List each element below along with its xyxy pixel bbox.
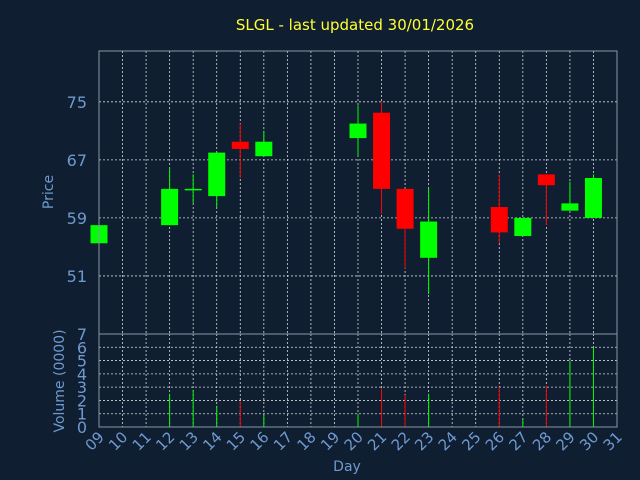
candle-body — [373, 112, 391, 189]
candle-body — [349, 123, 367, 139]
chart-title: SLGL - last updated 30/01/2026 — [236, 16, 474, 34]
x-axis-label: Day — [333, 459, 361, 475]
x-tick-label: 15 — [223, 428, 249, 454]
x-tick-label: 22 — [388, 428, 414, 454]
candle-body — [396, 188, 414, 229]
candle-body — [490, 207, 508, 233]
volume-axis-label: Volume (0000) — [52, 329, 68, 432]
price-axis-label: Price — [41, 175, 57, 209]
candle-body — [161, 188, 179, 226]
x-tick-label: 24 — [435, 428, 461, 454]
candle-body — [537, 174, 555, 186]
x-tick-label: 29 — [553, 428, 579, 454]
candle-body — [584, 177, 602, 218]
x-tick-label: 30 — [576, 428, 602, 454]
x-tick-label: 13 — [176, 428, 202, 454]
price-y-ticks: 51 59 67 75 — [67, 93, 87, 286]
volume-tick-label: 6 — [77, 338, 87, 357]
price-tick-label: 75 — [67, 93, 87, 112]
volume-tick-label: 3 — [77, 378, 87, 397]
candles — [90, 101, 602, 295]
x-tick-label: 31 — [600, 428, 626, 454]
x-tick-label: 14 — [199, 428, 225, 454]
x-tick-label: 20 — [341, 428, 367, 454]
candle-body — [514, 217, 532, 237]
x-tick-label: 11 — [129, 428, 155, 454]
candle-body — [561, 203, 579, 211]
volume-grid — [99, 334, 617, 427]
x-tick-label: 21 — [364, 428, 390, 454]
price-tick-label: 59 — [67, 209, 87, 228]
price-tick-label: 51 — [67, 267, 87, 286]
volume-tick-label: 0 — [77, 418, 87, 437]
x-tick-label: 28 — [529, 428, 555, 454]
x-tick-label: 16 — [246, 428, 272, 454]
x-tick-label: 12 — [152, 428, 178, 454]
x-tick-label: 10 — [105, 428, 131, 454]
candle-body — [420, 221, 438, 258]
x-tick-label: 19 — [317, 428, 343, 454]
x-tick-label: 23 — [411, 428, 437, 454]
x-tick-label: 26 — [482, 428, 508, 454]
x-tick-label: 25 — [458, 428, 484, 454]
volume-tick-label: 2 — [77, 391, 87, 410]
volume-tick-label: 1 — [77, 405, 87, 424]
volume-panel-frame — [98, 333, 618, 428]
candle-body — [184, 188, 202, 191]
x-tick-label: 17 — [270, 428, 296, 454]
candle-body — [255, 141, 273, 157]
x-ticks: 0910111213141516171819202122232425262728… — [82, 428, 626, 454]
volume-tick-label: 5 — [77, 352, 87, 371]
x-tick-label: 27 — [505, 428, 531, 454]
candle-body — [231, 141, 249, 149]
volume-tick-label: 7 — [77, 325, 87, 344]
volume-bars — [98, 347, 594, 427]
x-tick-label: 18 — [294, 428, 320, 454]
candle-body — [208, 152, 226, 197]
volume-tick-label: 4 — [77, 365, 87, 384]
price-tick-label: 67 — [67, 151, 87, 170]
